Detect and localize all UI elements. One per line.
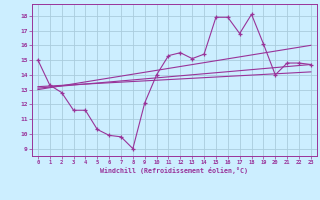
- X-axis label: Windchill (Refroidissement éolien,°C): Windchill (Refroidissement éolien,°C): [100, 167, 248, 174]
